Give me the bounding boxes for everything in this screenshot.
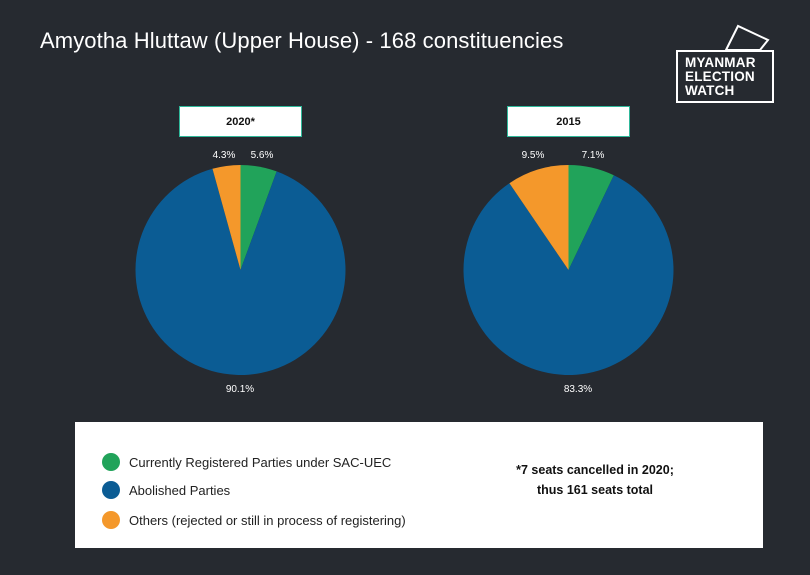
logo-line-1: MYANMAR <box>685 55 756 70</box>
page-title: Amyotha Hluttaw (Upper House) - 168 cons… <box>40 28 564 53</box>
chart-2-label-registered: 7.1% <box>582 150 605 161</box>
chart-2-slice-abolished <box>463 175 674 376</box>
legend-dot-others <box>102 511 120 529</box>
logo-line-3: WATCH <box>685 83 735 98</box>
chart-1-label-others: 4.3% <box>213 150 236 161</box>
seats-note: *7 seats cancelled in 2020; thus 161 sea… <box>515 460 675 500</box>
election-watch-logo: MYANMAR ELECTION WATCH <box>676 24 780 106</box>
logo-line-2: ELECTION <box>685 69 755 84</box>
chart-1-title: 2020* <box>179 106 302 137</box>
legend-label-abolished: Abolished Parties <box>129 482 231 498</box>
chart-1-slice-others <box>212 165 241 270</box>
legend-dot-abolished <box>102 481 120 499</box>
legend-panel: Currently Registered Parties under SAC-U… <box>75 422 763 548</box>
legend-item-registered: Currently Registered Parties under SAC-U… <box>102 453 391 471</box>
logo-box: MYANMAR ELECTION WATCH <box>676 50 774 103</box>
chart-1-slice-abolished <box>135 168 346 376</box>
chart-1-label-abolished: 90.1% <box>226 384 254 395</box>
chart-1-label-registered: 5.6% <box>251 150 274 161</box>
chart-2-slice-others <box>509 165 569 270</box>
legend-item-abolished: Abolished Parties <box>102 481 230 499</box>
chart-2-label-abolished: 83.3% <box>564 384 592 395</box>
logo-text: MYANMAR ELECTION WATCH <box>685 56 756 98</box>
seats-note-line-1: *7 seats cancelled in 2020; <box>516 463 674 477</box>
legend-label-others: Others (rejected or still in process of … <box>129 512 406 528</box>
chart-2-slice-registered <box>568 165 614 270</box>
seats-note-line-2: thus 161 seats total <box>536 483 653 497</box>
legend-dot-registered <box>102 453 120 471</box>
pie-charts: 5.6% 90.1% 4.3% 7.1% 83.3% 9.5% <box>135 150 674 395</box>
chart-2-title: 2015 <box>507 106 630 137</box>
chart-1-slice-registered <box>240 165 277 270</box>
legend-item-others: Others (rejected or still in process of … <box>102 511 406 529</box>
chart-2-label-others: 9.5% <box>522 150 545 161</box>
legend-label-registered: Currently Registered Parties under SAC-U… <box>129 454 392 470</box>
